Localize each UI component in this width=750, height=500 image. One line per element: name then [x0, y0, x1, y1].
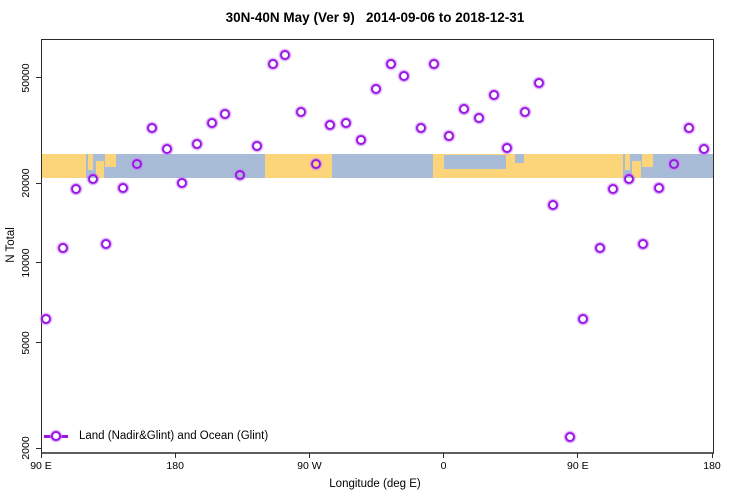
x-axis-tick — [711, 453, 713, 458]
data-point — [177, 177, 188, 188]
data-point — [71, 183, 82, 194]
data-point — [594, 242, 605, 253]
sea-segment-mediterranean — [443, 155, 506, 170]
y-axis-tick-label: 5000 — [20, 330, 32, 355]
data-point — [87, 173, 98, 184]
data-point — [578, 313, 589, 324]
x-axis-tick — [577, 453, 579, 458]
data-point — [235, 170, 246, 181]
data-point — [699, 144, 710, 155]
x-axis-tick — [308, 453, 310, 458]
x-axis-tick-label: 180 — [703, 460, 721, 472]
data-point — [280, 49, 291, 60]
data-point — [162, 144, 173, 155]
land-segment-korea — [88, 153, 94, 170]
data-point — [385, 59, 396, 70]
data-point — [548, 199, 559, 210]
x-axis-tick-label: 90 E — [30, 460, 52, 472]
x-axis-tick-label: 180 — [166, 460, 184, 472]
data-point — [684, 122, 695, 133]
data-point — [117, 183, 128, 194]
data-point — [502, 142, 513, 153]
y-axis-tick — [36, 342, 41, 344]
data-point — [488, 90, 499, 101]
x-axis-title: Longitude (deg E) — [329, 478, 421, 490]
data-point — [429, 59, 440, 70]
land-segment-north-america — [264, 153, 332, 179]
data-point — [206, 117, 217, 128]
data-point — [608, 183, 619, 194]
legend-label: Land (Nadir&Glint) and Ocean (Glint) — [79, 430, 269, 442]
data-point — [371, 84, 381, 95]
data-point — [41, 313, 52, 324]
y-axis-tick-label: 50000 — [20, 62, 32, 93]
data-point — [311, 159, 322, 169]
land-segment-korea-wrap — [625, 153, 631, 170]
x-axis-tick-label: 90 E — [566, 460, 589, 472]
data-point — [669, 159, 680, 169]
data-point — [564, 432, 575, 443]
data-point — [324, 120, 335, 130]
data-point — [624, 173, 635, 184]
data-point — [251, 141, 262, 152]
data-point — [444, 131, 455, 142]
plot-area: Land (Nadir&Glint) and Ocean (Glint) — [41, 39, 714, 454]
data-point — [132, 159, 143, 169]
y-axis-tick — [36, 447, 41, 449]
y-axis-tick-label: 10000 — [20, 248, 32, 278]
y-axis-tick — [36, 182, 41, 184]
data-point — [533, 78, 544, 89]
data-point — [57, 242, 68, 253]
data-point — [520, 106, 531, 117]
y-axis-tick — [36, 77, 41, 79]
land-segment-asia-east — [42, 153, 86, 179]
data-point — [147, 122, 158, 133]
y-axis-tick — [36, 262, 41, 264]
data-point — [356, 135, 367, 146]
data-point — [268, 59, 279, 70]
y-axis-title: N Total — [5, 227, 17, 263]
legend-marker-icon — [44, 431, 68, 441]
chart-title: 30N-40N May (Ver 9) 2014-09-06 to 2018-1… — [225, 10, 525, 25]
x-axis-tick — [443, 453, 445, 458]
data-point — [458, 103, 469, 114]
y-axis-tick-label: 2000 — [20, 436, 32, 460]
land-segment-japan-west-wrap — [632, 161, 641, 179]
x-axis-tick-label: 90 W — [297, 460, 322, 472]
legend-circle-icon — [51, 431, 61, 441]
x-axis-tick-label: 0 — [440, 460, 447, 472]
data-point — [101, 238, 112, 249]
data-point — [654, 183, 665, 194]
data-point — [341, 117, 352, 128]
land-segment-japan-east — [105, 153, 116, 168]
data-point — [192, 139, 203, 150]
legend: Land (Nadir&Glint) and Ocean (Glint) — [44, 430, 268, 442]
data-point — [415, 122, 426, 133]
sea-segment-caspian — [514, 153, 524, 164]
land-segment-japan-east-wrap — [642, 153, 653, 168]
x-axis-tick — [174, 453, 176, 458]
map-band — [42, 153, 713, 179]
data-point — [399, 71, 410, 82]
land-segment-japan-west — [95, 161, 104, 179]
data-point — [220, 109, 231, 120]
data-point — [637, 238, 648, 249]
data-point — [473, 112, 484, 123]
x-axis-tick — [40, 453, 42, 458]
y-axis-tick-label: 20000 — [20, 168, 32, 198]
data-point — [296, 106, 307, 117]
